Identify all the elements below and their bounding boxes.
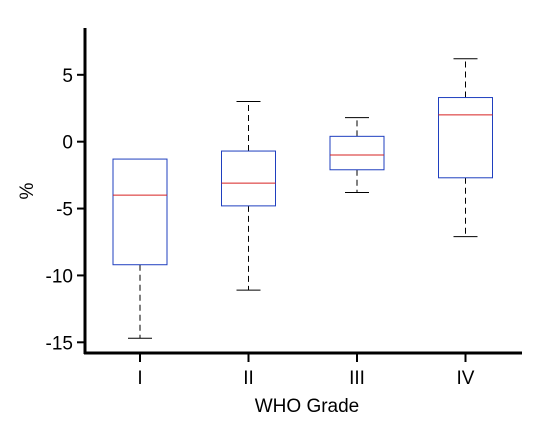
x-tick-label: III bbox=[349, 368, 365, 389]
x-tick-label: II bbox=[243, 368, 254, 389]
x-axis-title: WHO Grade bbox=[255, 396, 360, 417]
y-tick-label: -5 bbox=[56, 200, 73, 221]
iqr-box bbox=[221, 150, 276, 207]
iqr-box bbox=[112, 158, 168, 266]
iqr-box bbox=[438, 97, 493, 179]
y-tick-label: 5 bbox=[62, 66, 73, 87]
box-group-IV bbox=[438, 58, 493, 238]
y-axis-title: % bbox=[17, 182, 38, 199]
y-tick-label: 0 bbox=[62, 133, 73, 154]
y-tick-label: -10 bbox=[46, 266, 73, 287]
axes bbox=[83, 28, 522, 355]
x-ticks: I II III IV bbox=[137, 353, 475, 389]
iqr-box bbox=[329, 135, 385, 171]
plot-area bbox=[112, 58, 493, 339]
x-tick-label: IV bbox=[457, 368, 475, 389]
box-group-I bbox=[112, 158, 168, 339]
x-tick-label: I bbox=[137, 368, 142, 389]
box-group-II bbox=[221, 101, 276, 291]
box-group-III bbox=[329, 117, 385, 194]
y-tick-label: -15 bbox=[46, 333, 73, 354]
y-ticks: 5 0 -5 -10 -15 bbox=[46, 66, 85, 354]
